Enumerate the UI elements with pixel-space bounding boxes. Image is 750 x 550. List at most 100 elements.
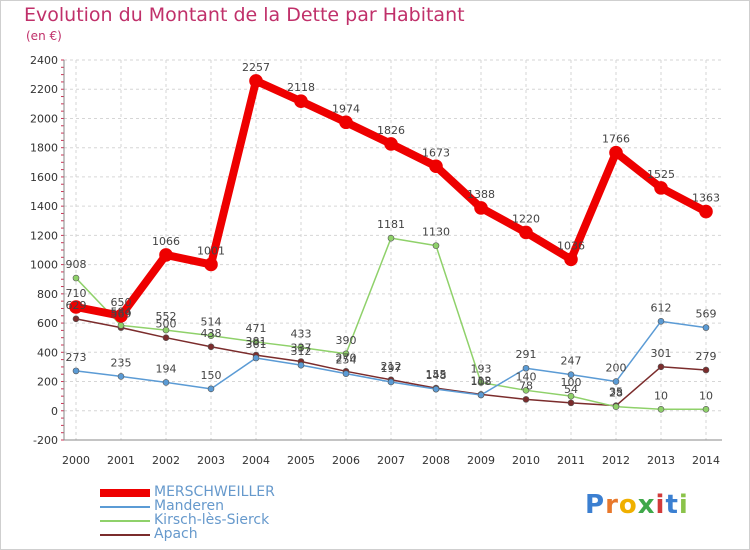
x-tick-label: 2014: [692, 454, 720, 467]
legend-label: Manderen: [154, 498, 224, 514]
data-point-apach: [207, 343, 215, 351]
data-label: 569: [696, 308, 717, 321]
y-tick-label: 1800: [30, 142, 58, 155]
x-tick-label: 2001: [107, 454, 135, 467]
data-label: 438: [201, 327, 222, 340]
data-label: 150: [201, 369, 222, 382]
data-label: 193: [471, 363, 492, 376]
x-tick-label: 2002: [152, 454, 180, 467]
data-label: 108: [471, 375, 492, 388]
data-point-manderen: [297, 361, 305, 369]
data-label: 381: [246, 335, 267, 348]
data-label: 1130: [422, 226, 450, 239]
chart-title: Evolution du Montant de la Dette par Hab…: [24, 4, 465, 26]
data-point-kirsch-l-s-sierck: [612, 403, 620, 410]
x-tick-label: 2011: [557, 454, 585, 467]
data-point-merschweiller: [249, 74, 263, 88]
data-point-kirsch-l-s-sierck: [567, 392, 575, 400]
legend-label: Apach: [154, 526, 198, 542]
data-label: 247: [561, 355, 582, 368]
data-point-kirsch-l-s-sierck: [432, 242, 440, 249]
legend-label: MERSCHWEILLER: [154, 484, 275, 500]
data-label: 140: [516, 370, 537, 383]
data-point-manderen: [702, 324, 710, 331]
data-label: 569: [111, 308, 132, 321]
data-label: 1766: [602, 133, 630, 146]
data-label: 2118: [287, 81, 315, 94]
data-point-merschweiller: [609, 145, 623, 160]
chart-subtitle: (en €): [26, 29, 62, 43]
data-label: 361: [246, 338, 267, 351]
data-point-kirsch-l-s-sierck: [657, 406, 665, 413]
data-point-merschweiller: [204, 257, 218, 272]
data-point-merschweiller: [699, 204, 713, 219]
data-label: 500: [156, 318, 177, 331]
data-point-apach: [162, 334, 170, 341]
y-tick-label: 0: [51, 405, 58, 418]
data-label: 710: [66, 287, 87, 300]
y-tick-label: 2200: [30, 83, 58, 96]
x-tick-label: 2012: [602, 454, 630, 467]
data-label: 200: [606, 362, 627, 375]
data-point-kirsch-l-s-sierck: [522, 387, 530, 394]
logo-letter: t: [665, 490, 679, 520]
data-point-manderen: [387, 378, 395, 386]
x-tick-label: 2007: [377, 454, 405, 467]
data-point-kirsch-l-s-sierck: [117, 322, 125, 329]
data-point-merschweiller: [159, 248, 173, 262]
data-label: 235: [111, 356, 132, 369]
x-tick-label: 2000: [62, 454, 90, 467]
data-point-merschweiller: [384, 137, 398, 151]
data-label: 301: [651, 347, 672, 360]
logo-letter: P: [585, 490, 606, 520]
data-label: 10: [699, 389, 713, 402]
data-point-apach: [522, 396, 530, 403]
data-label: 312: [291, 345, 312, 358]
data-label: 28: [609, 387, 623, 400]
data-label: 194: [156, 362, 177, 375]
legend-swatch: [100, 520, 150, 522]
data-point-kirsch-l-s-sierck: [477, 379, 485, 386]
data-label: 612: [651, 301, 672, 314]
legend-swatch: [100, 489, 150, 497]
data-point-merschweiller: [114, 308, 128, 323]
y-tick-label: -200: [33, 434, 58, 447]
data-point-manderen: [252, 354, 260, 362]
data-label: 337: [291, 342, 312, 355]
data-label: 155: [426, 368, 447, 381]
data-label: 112: [471, 374, 492, 387]
data-label: 54: [564, 383, 578, 396]
data-point-manderen: [162, 379, 170, 386]
data-point-merschweiller: [654, 181, 668, 195]
x-tick-label: 2006: [332, 454, 360, 467]
data-label: 1181: [377, 218, 405, 231]
data-label: 212: [381, 360, 402, 373]
x-tick-label: 2009: [467, 454, 495, 467]
data-point-apach: [657, 363, 665, 371]
data-point-kirsch-l-s-sierck: [72, 274, 80, 282]
x-tick-label: 2005: [287, 454, 315, 467]
data-point-manderen: [612, 378, 620, 385]
logo-letter: i: [678, 490, 689, 520]
y-tick-label: 2400: [30, 54, 58, 67]
data-point-merschweiller: [339, 115, 353, 130]
data-label: 514: [201, 316, 222, 329]
y-tick-label: 400: [37, 346, 58, 359]
data-label: 471: [246, 322, 267, 335]
data-point-apach: [567, 399, 575, 407]
data-point-manderen: [522, 364, 530, 372]
x-tick-label: 2008: [422, 454, 450, 467]
y-tick-label: 1400: [30, 200, 58, 213]
data-point-merschweiller: [564, 252, 578, 267]
data-label: 433: [291, 327, 312, 340]
y-tick-label: 200: [37, 376, 58, 389]
data-point-kirsch-l-s-sierck: [162, 326, 170, 334]
y-tick-label: 1600: [30, 171, 58, 184]
data-label: 279: [696, 350, 717, 363]
legend-swatch: [100, 534, 150, 536]
plot-area: [64, 60, 722, 440]
x-tick-label: 2003: [197, 454, 225, 467]
y-tick-label: 2000: [30, 112, 58, 125]
data-label: 1066: [152, 235, 180, 248]
